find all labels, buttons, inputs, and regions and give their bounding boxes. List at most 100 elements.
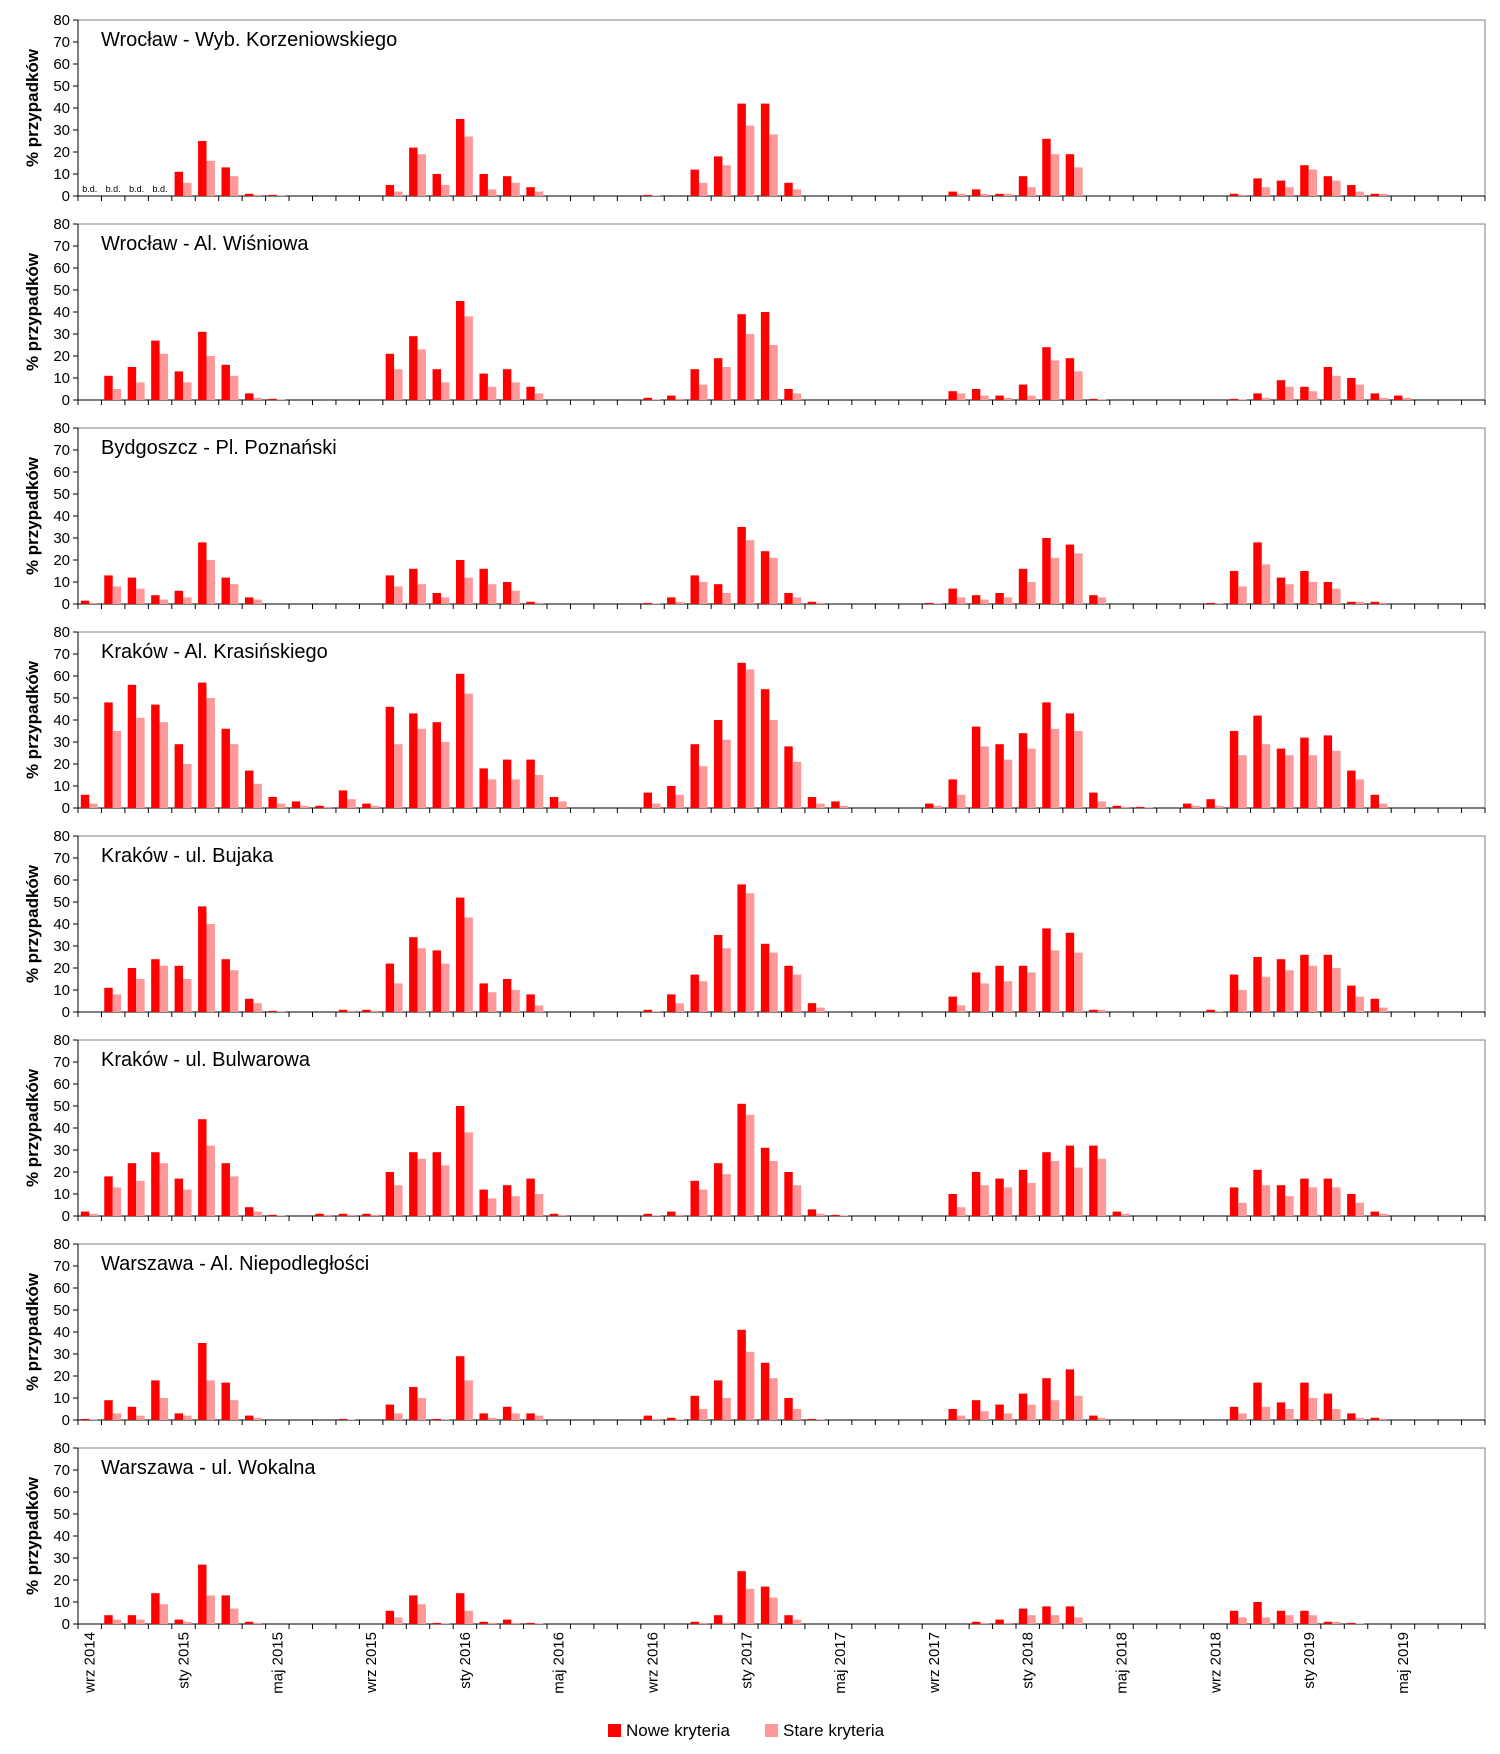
bar-stare	[229, 1608, 239, 1624]
bar-stare	[722, 948, 731, 1012]
bar-nowe	[244, 998, 254, 1012]
bar-stare	[1379, 602, 1388, 604]
bar-nowe	[1300, 954, 1309, 1012]
bar-stare	[1238, 1617, 1247, 1624]
bar-nowe	[1089, 1009, 1098, 1012]
bar-nowe	[995, 965, 1004, 1012]
bar-nowe	[1276, 380, 1286, 400]
bar-stare	[112, 1187, 122, 1216]
bar-stare	[792, 1619, 802, 1624]
bar-nowe	[526, 994, 535, 1012]
bar-stare	[1050, 1615, 1060, 1624]
bar-nowe	[784, 1172, 793, 1216]
chart-panels: 0 10 20 30 40 50 60 70 80 % przypadków Wrocław - W…	[23, 12, 1486, 1633]
bar-nowe	[784, 1398, 793, 1420]
bar-stare	[112, 994, 122, 1012]
bar-nowe	[760, 103, 770, 196]
y-tick-label: 40	[53, 712, 70, 729]
y-tick-label: 10	[53, 1594, 70, 1611]
bar-stare	[300, 805, 309, 808]
bar-nowe	[502, 582, 512, 604]
bar-nowe	[690, 1395, 699, 1420]
bar-nowe	[1253, 1382, 1262, 1420]
bar-nowe	[1065, 713, 1075, 808]
y-axis-label: % przypadków	[23, 252, 42, 371]
bar-stare	[652, 1215, 661, 1216]
bar-nowe	[104, 1400, 113, 1420]
y-tick-label: 0	[62, 1412, 70, 1429]
bar-stare	[1214, 1011, 1224, 1012]
bar-stare	[745, 893, 755, 1012]
bar-nowe	[737, 103, 746, 196]
bar-stare	[1050, 950, 1060, 1012]
bar-nowe	[198, 1119, 207, 1216]
y-tick-label: 20	[53, 756, 70, 773]
bar-stare	[722, 739, 731, 808]
x-tick-label: wrz 2014	[82, 1632, 99, 1694]
bar-nowe	[104, 987, 113, 1012]
bar-nowe	[1042, 928, 1051, 1012]
bar-stare	[511, 382, 520, 400]
bar-stare	[1097, 1009, 1107, 1012]
bar-stare	[347, 1214, 356, 1216]
bar-nowe	[760, 551, 770, 604]
panel-title: Warszawa - Al. Niepodległości	[101, 1253, 369, 1275]
bar-nowe	[1276, 1610, 1286, 1624]
bar-nowe	[1347, 378, 1356, 400]
plot-frame	[77, 835, 1486, 1013]
bar-stare	[1379, 193, 1388, 196]
bar-stare	[956, 1207, 966, 1216]
bar-stare	[1308, 1187, 1318, 1216]
y-tick-label: 30	[53, 1346, 70, 1363]
bar-stare	[652, 399, 661, 400]
bar-nowe	[667, 1417, 676, 1420]
bar-nowe	[502, 1185, 512, 1216]
bar-stare	[1332, 1187, 1341, 1216]
bar-nowe	[104, 1615, 113, 1624]
bar-nowe	[1347, 1194, 1356, 1216]
bar-stare	[511, 990, 520, 1012]
bar-nowe	[1229, 974, 1239, 1012]
y-tick-label: 30	[53, 122, 70, 139]
y-tick-label: 20	[53, 348, 70, 365]
bar-nowe	[1323, 1621, 1333, 1624]
bar-stare	[745, 1588, 755, 1624]
bar-nowe	[1300, 386, 1309, 400]
bar-stare	[534, 1194, 544, 1216]
bar-stare	[1027, 1404, 1036, 1420]
y-tick-label: 20	[53, 1164, 70, 1181]
bar-nowe	[268, 1010, 277, 1012]
bar-nowe	[690, 974, 699, 1012]
bar-nowe	[479, 1413, 488, 1420]
bar-nowe	[1370, 998, 1379, 1012]
bar-stare	[1003, 981, 1013, 1012]
y-tick-label: 80	[53, 1236, 70, 1253]
bar-stare	[1003, 397, 1013, 400]
bar-stare	[159, 965, 169, 1012]
bar-stare	[980, 983, 989, 1012]
bar-nowe	[1042, 1606, 1051, 1624]
bar-stare	[511, 779, 520, 808]
bar-nowe	[737, 1571, 746, 1624]
bar-nowe	[1394, 395, 1403, 400]
panel: 0 10 20 30 40 50 60 70 80 % przypadków Warszawa - …	[23, 1236, 1486, 1429]
bar-nowe	[784, 965, 793, 1012]
bar-stare	[816, 1007, 825, 1012]
bar-nowe	[80, 1211, 90, 1216]
bar-nowe	[268, 797, 277, 808]
bar-nowe	[1042, 347, 1051, 400]
no-data-label: b.d.	[106, 184, 121, 194]
bar-nowe	[432, 593, 441, 604]
bar-nowe	[948, 191, 957, 196]
bar-nowe	[104, 375, 113, 400]
bar-stare	[417, 349, 426, 400]
bar-nowe	[127, 684, 137, 808]
y-tick-label: 50	[53, 1506, 70, 1523]
bar-nowe	[127, 968, 137, 1012]
bar-stare	[417, 1604, 426, 1624]
bar-nowe	[456, 1356, 465, 1420]
bar-stare	[769, 345, 778, 400]
bar-nowe	[690, 1621, 699, 1624]
bar-nowe	[385, 1610, 395, 1624]
bar-nowe	[1370, 794, 1379, 808]
